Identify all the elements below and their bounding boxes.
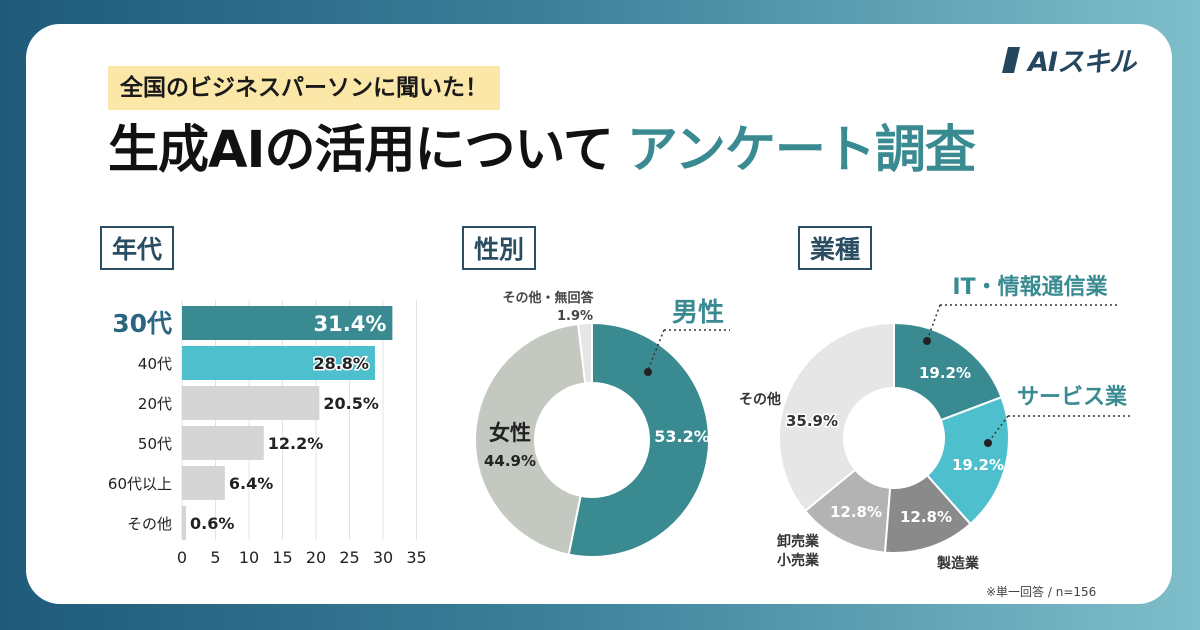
section-label-gender: 性別 [462,226,537,270]
value-label-4: 6.4% [229,474,273,493]
category-label-2: 20代 [138,395,172,413]
value-label-1: 28.8% [313,354,369,373]
value-label-other: 1.9% [557,309,593,324]
category-label-1: 40代 [138,355,172,373]
category-label-0: 30代 [112,309,172,338]
x-tick-label-30: 30 [373,548,393,567]
donut-2-slice-1 [925,395,1010,526]
slice-label-male: 男性 [672,298,724,328]
slice-label-retail-line-1: 小売業 [777,552,820,569]
value-label-2: 20.5% [323,394,379,413]
slice-label-female: 女性 [489,421,531,445]
x-tick-label-10: 10 [239,548,259,567]
male-callout-dot [644,368,652,376]
title-accent: アンケート調査 [626,121,976,180]
bar-3 [182,426,264,460]
value-label-it: 19.2% [919,364,971,382]
slice-label-retail: 卸売業小売業 [777,533,820,569]
value-label-other: 35.9% [786,412,838,430]
category-label-3: 50代 [138,435,172,453]
page-title: 生成AIの活用について アンケート調査 [108,116,976,186]
bar-0 [182,306,393,340]
footnote: ※単一回答 / n=156 [986,585,1097,599]
donut-1-slice-0 [567,321,710,558]
slice-label-manufacturing: 製造業 [936,555,980,572]
donut-2-slice-0 [893,321,1003,422]
donut-1-slice-1 [474,322,587,556]
it-callout-dot [923,337,931,345]
donut-2-slice-4 [778,321,895,513]
value-label-service: 19.2% [952,456,1004,474]
title-main: 生成AIの活用について [108,121,614,180]
value-label-5: 0.6% [190,514,234,533]
brand-logo: AIスキル [1000,40,1136,79]
donut-1-slice-2 [576,321,593,385]
x-tick-label-0: 0 [177,548,187,567]
value-label-male: 53.2% [654,427,710,446]
service-callout-leader [989,415,1009,441]
section-label-industry: 業種 [798,226,873,270]
value-label-retail: 12.8% [830,503,882,521]
value-label-manufacturing: 12.8% [900,508,952,526]
bar-4 [182,466,225,500]
logo-text: AIスキル [1028,47,1136,78]
male-callout-leader [647,329,665,371]
it-callout-leader [927,304,941,339]
bar-5 [182,506,187,540]
category-label-5: その他 [127,515,172,533]
value-label-female: 44.9% [484,452,536,470]
slice-label-service: サービス業 [1017,385,1128,410]
service-callout-dot [984,439,992,447]
logo-slash-icon [1002,46,1020,73]
x-tick-label-35: 35 [406,548,426,567]
x-tick-label-25: 25 [339,548,359,567]
bar-1 [182,346,375,380]
value-label-3: 12.2% [268,434,324,453]
bar-2 [182,386,320,420]
value-label-0: 31.4% [314,312,387,336]
slice-label-other: その他 [739,391,781,408]
category-label-4: 60代以上 [108,475,172,493]
x-tick-label-5: 5 [210,548,220,567]
x-tick-label-20: 20 [306,548,326,567]
slice-label-retail-line-0: 卸売業 [777,533,820,550]
kicker-banner: 全国のビジネスパーソンに聞いた！ [108,66,500,110]
section-label-age: 年代 [100,226,175,270]
x-tick-label-15: 15 [272,548,292,567]
slice-label-other: その他・無回答 [502,290,594,306]
slice-label-it: IT・情報通信業 [952,274,1108,300]
